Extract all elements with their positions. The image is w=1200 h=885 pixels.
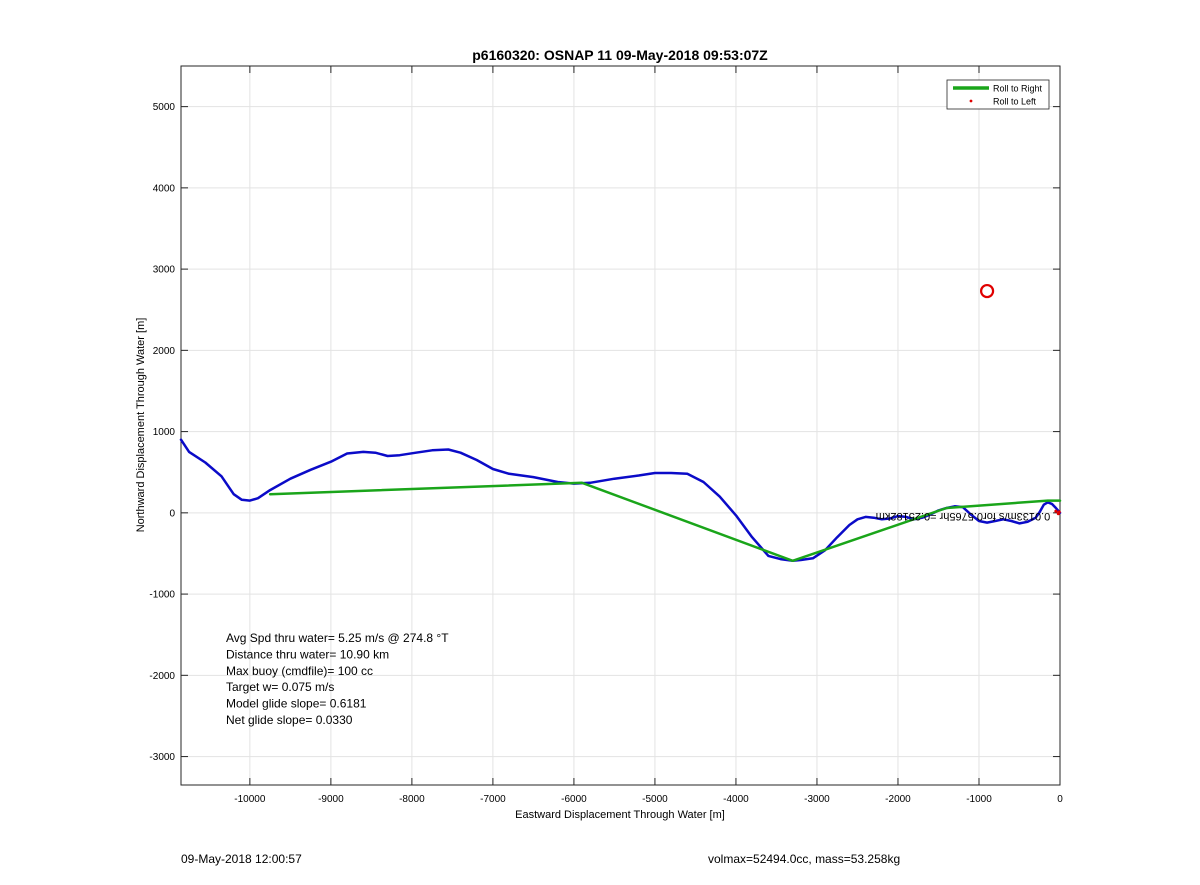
current-annotation: 0.0133m/s for0.5765hr =0.25182km bbox=[876, 510, 1051, 522]
chart-title: p6160320: OSNAP 11 09-May-2018 09:53:07Z bbox=[472, 47, 768, 63]
legend-roll-right-label: Roll to Right bbox=[993, 84, 1043, 94]
x-axis-label: Eastward Displacement Through Water [m] bbox=[515, 809, 725, 821]
axis-ticks: -10000 -9000 -8000 -7000 -6000 -5000 -4000 -300… bbox=[149, 66, 1063, 805]
x-tick-label: -7000 bbox=[480, 794, 506, 805]
x-tick-label: -2000 bbox=[885, 794, 911, 805]
y-tick-label: -1000 bbox=[149, 590, 175, 601]
stats-line: Model glide slope= 0.6181 bbox=[226, 697, 367, 711]
x-tick-label: -5000 bbox=[642, 794, 668, 805]
legend-roll-left-label: Roll to Left bbox=[993, 97, 1037, 107]
y-axis-label: Northward Displacement Through Water [m] bbox=[135, 318, 147, 533]
x-tick-label: -4000 bbox=[723, 794, 749, 805]
y-tick-label: 1000 bbox=[153, 427, 176, 438]
markers: 0.0133m/s for0.5765hr =0.25182km bbox=[876, 283, 1061, 522]
stats-line: Net glide slope= 0.0330 bbox=[226, 713, 353, 727]
x-tick-label: 0 bbox=[1057, 794, 1063, 805]
stats-line: Target w= 0.075 m/s bbox=[226, 680, 334, 694]
stats-line: Max buoy (cmdfile)= 100 cc bbox=[226, 664, 373, 678]
data-series bbox=[179, 438, 1062, 563]
surface-position-circle bbox=[979, 283, 995, 299]
legend: Roll to Right Roll to Left bbox=[946, 79, 1050, 110]
y-tick-label: -3000 bbox=[149, 752, 175, 763]
y-tick-label: 2000 bbox=[153, 346, 176, 357]
roll-to-right-line bbox=[268, 481, 1062, 563]
legend-roll-left-swatch bbox=[969, 99, 973, 103]
plot-area-frame bbox=[180, 65, 1061, 786]
glider-track-line bbox=[179, 438, 1062, 563]
stats-line: Avg Spd thru water= 5.25 m/s @ 274.8 °T bbox=[226, 631, 449, 645]
roll-to-left-point bbox=[1057, 510, 1061, 514]
footer-volmax-mass: volmax=52494.0cc, mass=53.258kg bbox=[708, 852, 901, 866]
x-tick-label: -3000 bbox=[804, 794, 830, 805]
x-tick-label: -9000 bbox=[318, 794, 344, 805]
footer-timestamp: 09-May-2018 12:00:57 bbox=[181, 852, 302, 866]
x-tick-label: -8000 bbox=[399, 794, 425, 805]
x-tick-label: -6000 bbox=[561, 794, 587, 805]
y-tick-label: 3000 bbox=[153, 265, 176, 276]
y-tick-label: 0 bbox=[169, 508, 175, 519]
stats-line: Distance thru water= 10.90 km bbox=[226, 647, 389, 661]
roll-to-left-point bbox=[1054, 509, 1058, 513]
x-tick-label: -10000 bbox=[234, 794, 266, 805]
stats-box: Avg Spd thru water= 5.25 m/s @ 274.8 °T D… bbox=[226, 631, 449, 727]
legend-box bbox=[946, 79, 1050, 110]
x-tick-label: -1000 bbox=[966, 794, 992, 805]
y-tick-label: 5000 bbox=[153, 102, 176, 113]
y-tick-label: 4000 bbox=[153, 183, 176, 194]
y-tick-label: -2000 bbox=[149, 671, 175, 682]
